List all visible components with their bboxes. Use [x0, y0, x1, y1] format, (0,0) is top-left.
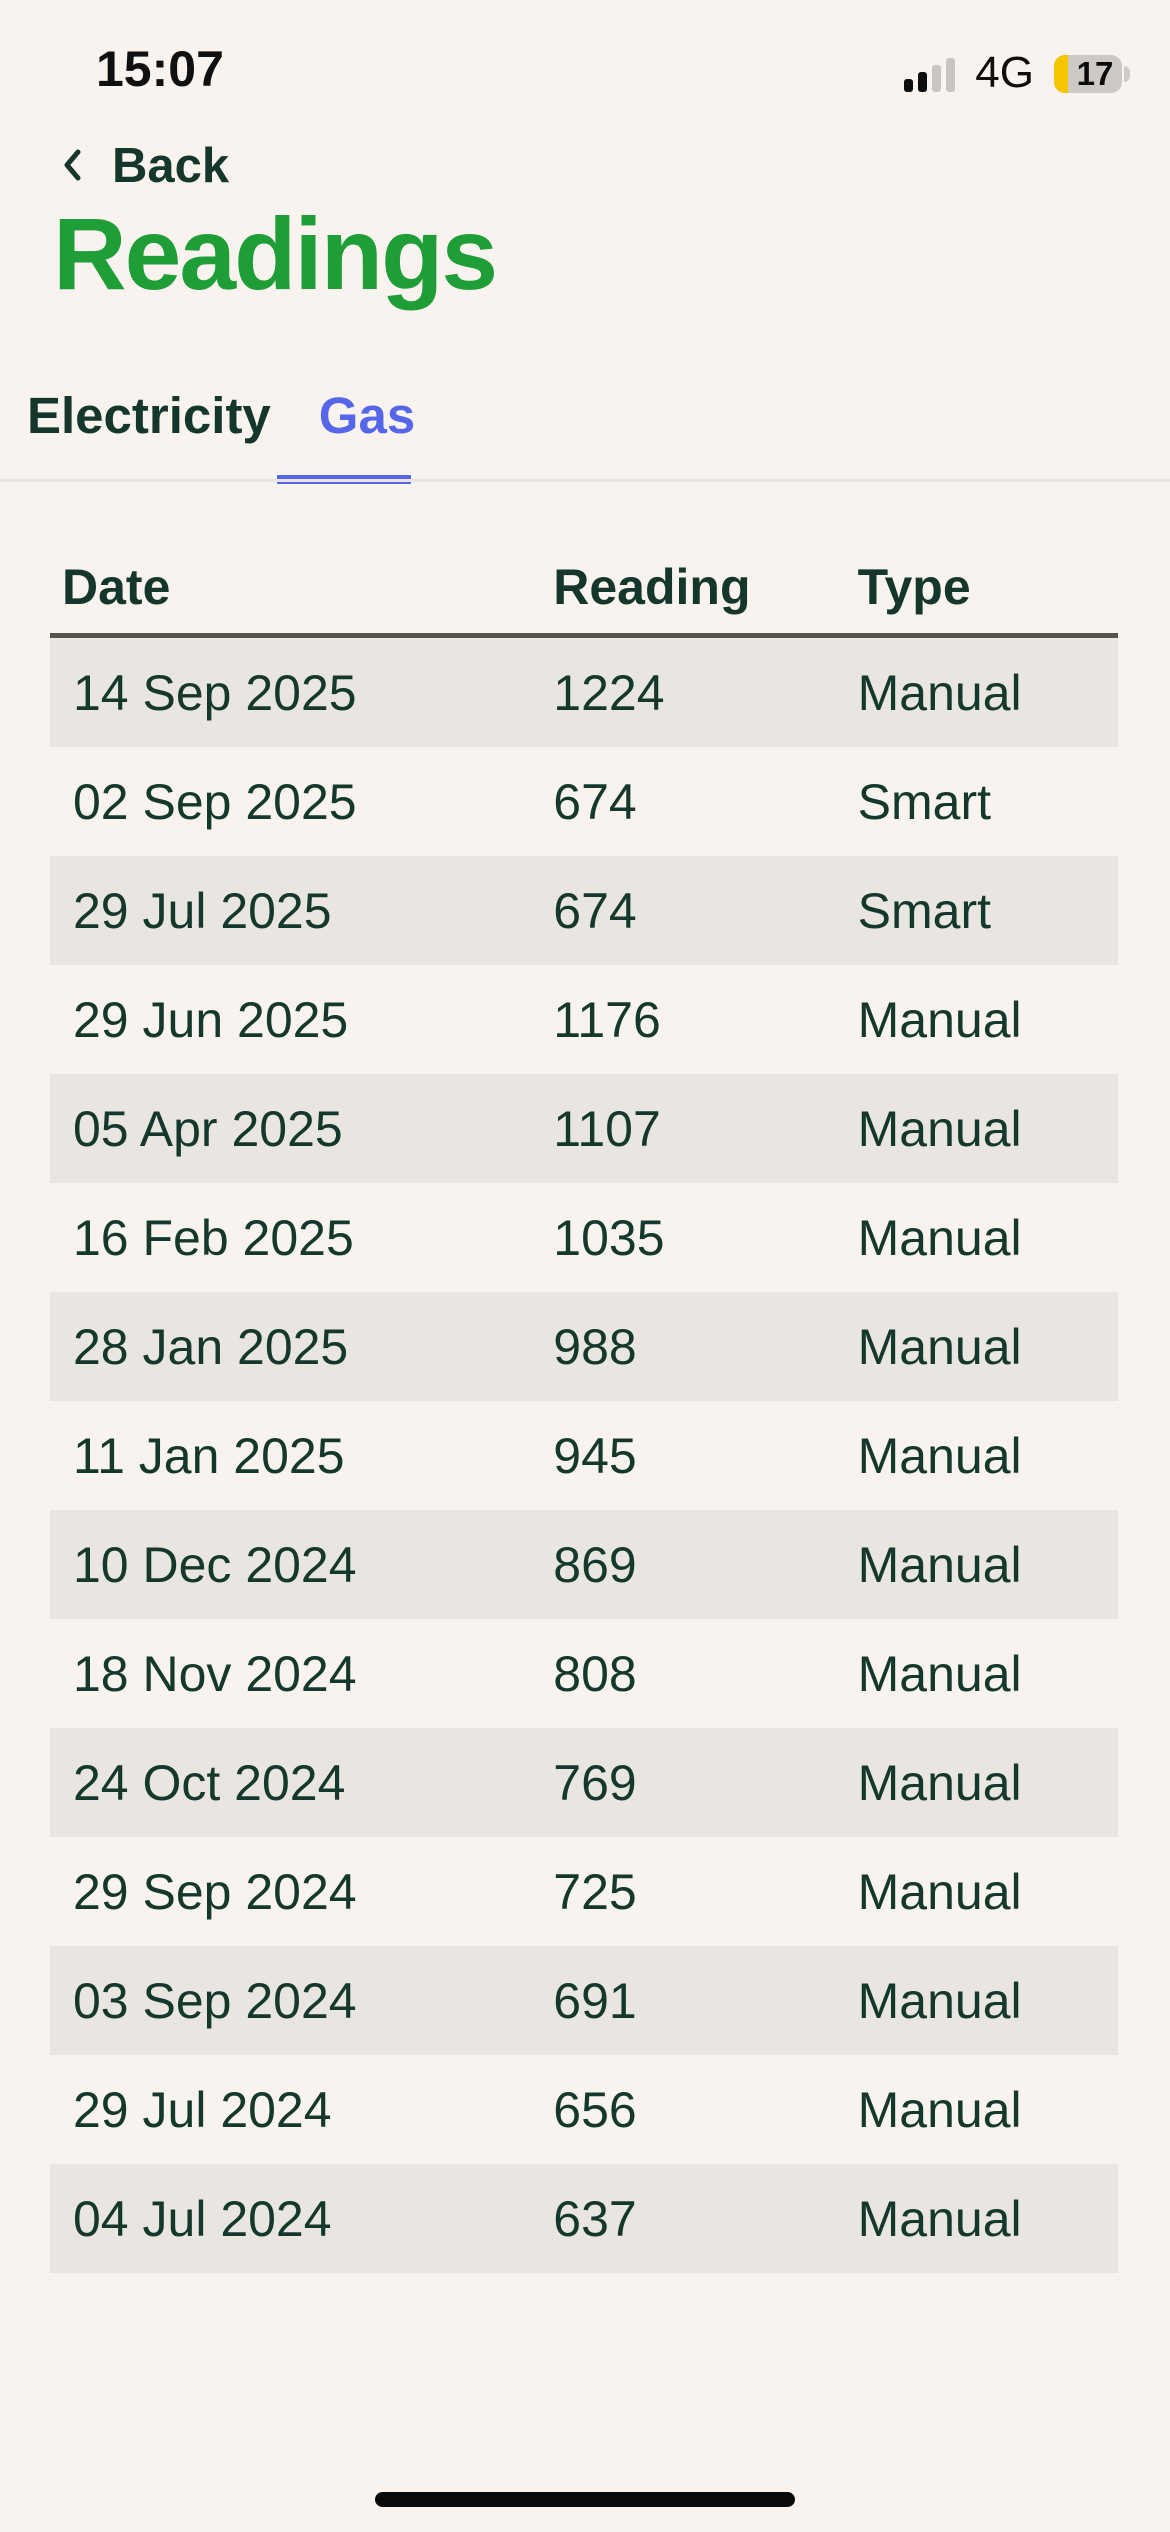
table-row: 14 Sep 2025 1224 Manual	[50, 638, 1118, 747]
chevron-left-icon	[62, 149, 82, 184]
battery-cap	[1124, 66, 1130, 82]
tab-gas[interactable]: Gas	[318, 387, 416, 444]
reading-value: 988	[553, 1318, 637, 1375]
cellular-signal-icon	[904, 56, 956, 94]
reading-type: Manual	[857, 1863, 1022, 1920]
battery-icon: 17	[1054, 55, 1130, 93]
reading-value: 1035	[553, 1209, 665, 1266]
reading-type: Manual	[857, 664, 1022, 721]
reading-type: Manual	[857, 1536, 1022, 1593]
reading-date: 04 Jul 2024	[73, 2190, 332, 2247]
table-row: 04 Jul 2024 637 Manual	[50, 2164, 1118, 2273]
reading-date: 03 Sep 2024	[73, 1972, 357, 2029]
battery-percent: 17	[1076, 55, 1114, 92]
back-button[interactable]: Back	[62, 138, 229, 194]
reading-date: 05 Apr 2025	[73, 1100, 343, 1157]
network-type-label: 4G	[975, 48, 1034, 97]
table-row: 18 Nov 2024 808 Manual	[50, 1619, 1118, 1728]
reading-value: 674	[553, 773, 637, 830]
reading-date: 29 Jul 2025	[73, 882, 332, 939]
reading-date: 24 Oct 2024	[73, 1754, 346, 1811]
reading-type: Manual	[857, 1318, 1022, 1375]
reading-type: Smart	[857, 773, 991, 830]
reading-value: 725	[553, 1863, 637, 1920]
table-row: 16 Feb 2025 1035 Manual	[50, 1183, 1118, 1292]
home-indicator[interactable]	[375, 2492, 795, 2507]
reading-value: 691	[553, 1972, 637, 2029]
status-icons: 4G 17	[904, 48, 1130, 97]
back-button-label: Back	[112, 139, 230, 193]
reading-type: Manual	[857, 1427, 1022, 1484]
reading-type: Manual	[857, 1754, 1022, 1811]
status-time: 15:07	[96, 41, 224, 97]
reading-date: 10 Dec 2024	[73, 1536, 357, 1593]
table-row: 28 Jan 2025 988 Manual	[50, 1292, 1118, 1401]
reading-date: 14 Sep 2025	[73, 664, 357, 721]
reading-value: 637	[553, 2190, 637, 2247]
reading-type: Smart	[857, 882, 991, 939]
reading-date: 29 Sep 2024	[73, 1863, 357, 1920]
table-row: 24 Oct 2024 769 Manual	[50, 1728, 1118, 1837]
reading-date: 16 Feb 2025	[73, 1209, 354, 1266]
table-header-row: Date Reading Type	[50, 540, 1118, 638]
table-body: 14 Sep 2025 1224 Manual 02 Sep 2025 674 …	[50, 638, 1118, 2273]
reading-type: Manual	[857, 2081, 1022, 2138]
reading-value: 769	[553, 1754, 637, 1811]
reading-date: 18 Nov 2024	[73, 1645, 357, 1702]
reading-type: Manual	[857, 991, 1022, 1048]
table-row: 29 Sep 2024 725 Manual	[50, 1837, 1118, 1946]
readings-table: Date Reading Type 14 Sep 2025 1224 Manua…	[50, 540, 1118, 2273]
column-header-reading: Reading	[553, 558, 751, 615]
reading-value: 1176	[553, 991, 661, 1048]
reading-type: Manual	[857, 1209, 1022, 1266]
reading-value: 869	[553, 1536, 637, 1593]
reading-value: 656	[553, 2081, 637, 2138]
reading-value: 1107	[553, 1100, 661, 1157]
tabs-divider	[0, 479, 1170, 482]
table-row: 29 Jun 2025 1176 Manual	[50, 965, 1118, 1074]
reading-type: Manual	[857, 1972, 1022, 2029]
column-header-type: Type	[857, 558, 971, 615]
reading-type: Manual	[857, 2190, 1022, 2247]
table-row: 10 Dec 2024 869 Manual	[50, 1510, 1118, 1619]
fuel-tabs: Electricity Gas	[27, 390, 415, 441]
table-row: 02 Sep 2025 674 Smart	[50, 747, 1118, 856]
table-row: 29 Jul 2024 656 Manual	[50, 2055, 1118, 2164]
reading-value: 1224	[553, 664, 665, 721]
reading-value: 674	[553, 882, 637, 939]
table-row: 03 Sep 2024 691 Manual	[50, 1946, 1118, 2055]
reading-date: 11 Jan 2025	[73, 1427, 345, 1484]
table-row: 05 Apr 2025 1107 Manual	[50, 1074, 1118, 1183]
reading-date: 28 Jan 2025	[73, 1318, 349, 1375]
reading-value: 808	[553, 1645, 637, 1702]
column-header-date: Date	[62, 558, 171, 615]
reading-value: 945	[553, 1427, 637, 1484]
table-row: 11 Jan 2025 945 Manual	[50, 1401, 1118, 1510]
battery-fill	[1054, 55, 1068, 93]
reading-type: Manual	[857, 1100, 1022, 1157]
reading-type: Manual	[857, 1645, 1022, 1702]
tab-electricity[interactable]: Electricity	[27, 387, 271, 444]
page-title: Readings	[53, 197, 498, 311]
table-row: 29 Jul 2025 674 Smart	[50, 856, 1118, 965]
reading-date: 02 Sep 2025	[73, 773, 357, 830]
reading-date: 29 Jul 2024	[73, 2081, 332, 2138]
reading-date: 29 Jun 2025	[73, 991, 349, 1048]
